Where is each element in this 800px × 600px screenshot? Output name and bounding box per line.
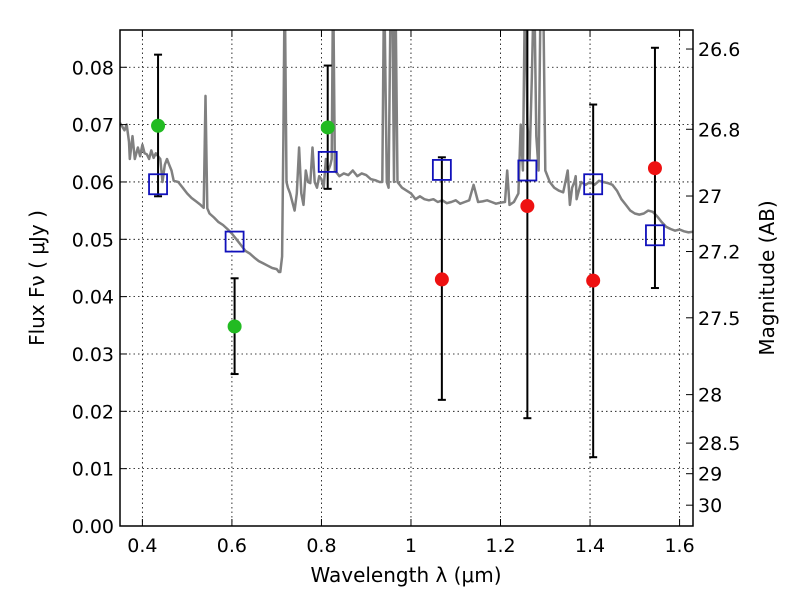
x-axis-label: Wavelength λ (μm) <box>310 563 501 587</box>
plot-frame <box>119 29 694 527</box>
data-point <box>586 273 601 288</box>
model-point <box>317 150 338 173</box>
data-point <box>151 118 166 133</box>
x-tick-label: 1 <box>405 535 417 557</box>
model-point <box>645 224 665 247</box>
y-tick-label: 0.06 <box>72 172 114 194</box>
model-point <box>583 173 604 196</box>
right-tick-label: 27 <box>698 186 722 208</box>
data-markers <box>148 118 665 334</box>
right-tick-label: 28 <box>698 385 722 407</box>
x-tick-label: 1.6 <box>664 535 694 557</box>
x-tick-label: 1.4 <box>575 535 605 557</box>
y-tick-label: 0.03 <box>72 344 114 366</box>
grid <box>120 30 693 527</box>
x-axis-ticks: 0.4 0.6 0.8 1 1.2 1.4 1.6 <box>127 30 695 557</box>
right-tick-label: 26.8 <box>698 119 740 141</box>
y-axis-label: Flux Fν ( μJy ) <box>25 210 49 346</box>
right-tick-label: 28.5 <box>698 433 740 455</box>
y-tick-label: 0.08 <box>72 57 114 79</box>
y-tick-label: 0.02 <box>72 401 114 423</box>
y-tick-label: 0.04 <box>72 287 114 309</box>
model-point <box>224 230 245 253</box>
x-tick-label: 0.4 <box>127 535 157 557</box>
error-bars <box>154 30 659 459</box>
right-axis-label: Magnitude (AB) <box>755 200 779 355</box>
right-tick-label: 27.2 <box>698 242 740 264</box>
y-tick-label: 0.01 <box>72 459 114 481</box>
right-tick-label: 26.6 <box>698 39 740 61</box>
right-tick-label: 29 <box>698 464 722 486</box>
y-tick-label: 0.00 <box>72 516 114 538</box>
data-point <box>227 319 242 334</box>
right-axis-ticks: 26.6 26.8 27 27.2 27.5 28 28.5 29 30 <box>686 39 740 517</box>
model-point <box>431 159 452 181</box>
x-tick-label: 1.2 <box>485 535 515 557</box>
data-point <box>434 272 449 287</box>
data-point <box>320 120 335 135</box>
x-tick-label: 0.8 <box>306 535 336 557</box>
y-tick-label: 0.07 <box>72 115 114 137</box>
x-tick-label: 0.6 <box>217 535 247 557</box>
right-tick-label: 30 <box>698 495 722 517</box>
spectrum-line-series <box>120 30 693 274</box>
model-point <box>148 173 168 196</box>
data-point <box>647 161 662 176</box>
data-point <box>520 199 535 214</box>
right-tick-label: 27.5 <box>698 308 740 330</box>
y-axis-ticks: 0.00 0.01 0.02 0.03 0.04 0.05 0.06 0.07 0.08 <box>72 57 127 538</box>
y-tick-label: 0.05 <box>72 229 114 251</box>
spectrum-line <box>120 30 693 274</box>
model-point <box>517 159 538 182</box>
